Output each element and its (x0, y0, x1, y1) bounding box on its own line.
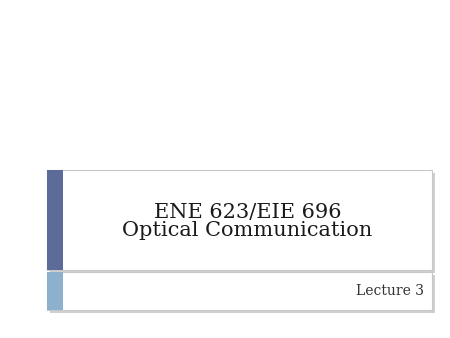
Bar (47, 170, 63, 270)
Text: ENE 623/EIE 696: ENE 623/EIE 696 (154, 203, 341, 222)
Bar (47, 272, 63, 310)
Bar (50, 275, 435, 313)
Text: Lecture 3: Lecture 3 (356, 284, 424, 298)
Bar (50, 173, 435, 273)
Bar (47, 170, 432, 270)
Bar (47, 272, 432, 310)
Text: Optical Communication: Optical Communication (122, 221, 373, 241)
